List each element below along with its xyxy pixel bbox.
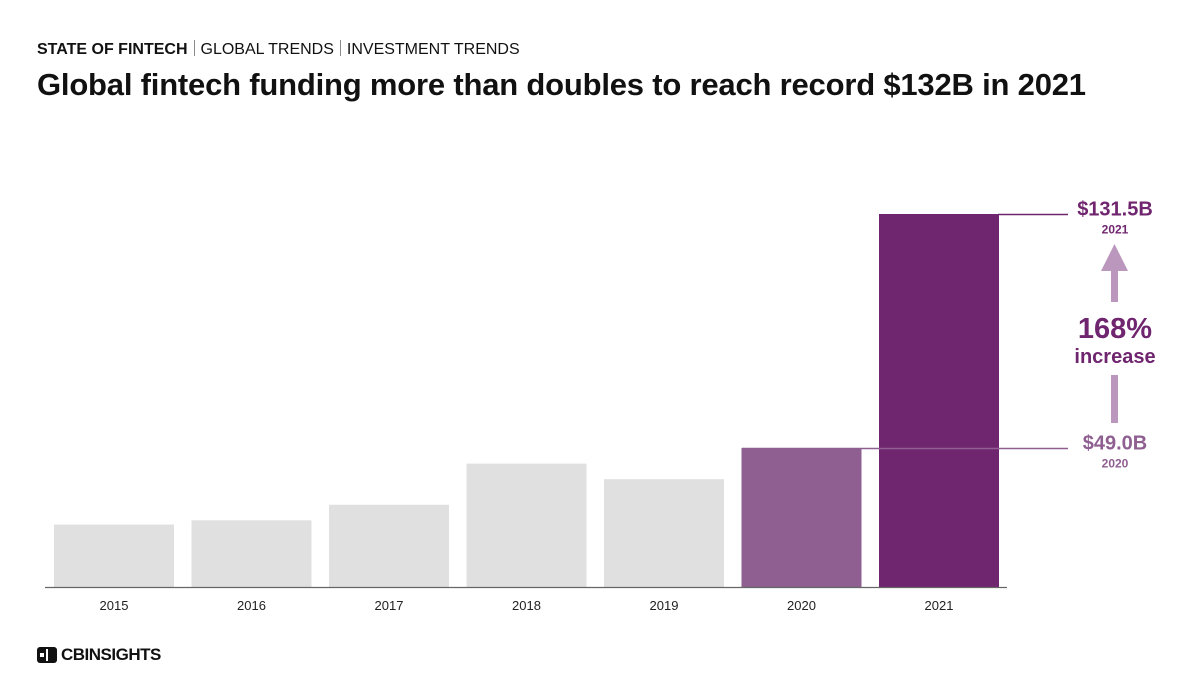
x-tick-label-2017: 2017 <box>375 598 404 613</box>
breadcrumb: STATE OF FINTECH GLOBAL TRENDS INVESTMENT … <box>37 40 520 60</box>
year-label-2020: 2020 <box>1102 457 1129 471</box>
cbinsights-logo: CBINSIGHTS <box>37 645 161 665</box>
value-label-2021: $131.5B <box>1077 199 1153 221</box>
page-title: Global fintech funding more than doubles… <box>37 67 1086 102</box>
arrow-shaft-upper <box>1111 270 1118 302</box>
arrow-shaft-lower <box>1111 375 1118 423</box>
breadcrumb-separator <box>193 40 195 56</box>
annotation-group: $49.0B 2020 $131.5B 2021 168%increase <box>742 199 1156 471</box>
x-tick-label-2021: 2021 <box>925 598 954 613</box>
bars-group <box>54 214 999 587</box>
logo-text: CBINSIGHTS <box>61 645 161 664</box>
breadcrumb-separator <box>339 40 341 56</box>
x-tick-label-2018: 2018 <box>512 598 541 613</box>
bar-2019 <box>604 479 724 587</box>
arrow-up-icon <box>1101 244 1128 271</box>
x-tick-label-2015: 2015 <box>100 598 129 613</box>
value-label-2020: $49.0B <box>1083 433 1148 455</box>
cbinsights-logo-icon <box>37 647 57 663</box>
bar-2021 <box>879 214 999 587</box>
breadcrumb-item-state-of-fintech[interactable]: STATE OF FINTECH <box>37 41 188 58</box>
bar-2018 <box>466 463 587 587</box>
bar-2017 <box>329 504 449 587</box>
increase-percent: 168% <box>1078 313 1152 345</box>
bar-2016 <box>191 520 312 587</box>
increase-text: increase <box>1074 346 1155 368</box>
x-tick-label-2016: 2016 <box>237 598 266 613</box>
breadcrumb-item-investment-trends[interactable]: INVESTMENT TRENDS <box>346 41 520 58</box>
bar-2020 <box>741 448 862 587</box>
x-tick-label-2019: 2019 <box>650 598 679 613</box>
x-tick-label-2020: 2020 <box>787 598 816 613</box>
year-label-2021: 2021 <box>1102 223 1129 237</box>
x-tick-labels: 2015 2016 2017 2018 2019 2020 2021 <box>100 598 954 613</box>
breadcrumb-item-global-trends[interactable]: GLOBAL TRENDS <box>200 41 334 58</box>
bar-2015 <box>54 524 174 587</box>
